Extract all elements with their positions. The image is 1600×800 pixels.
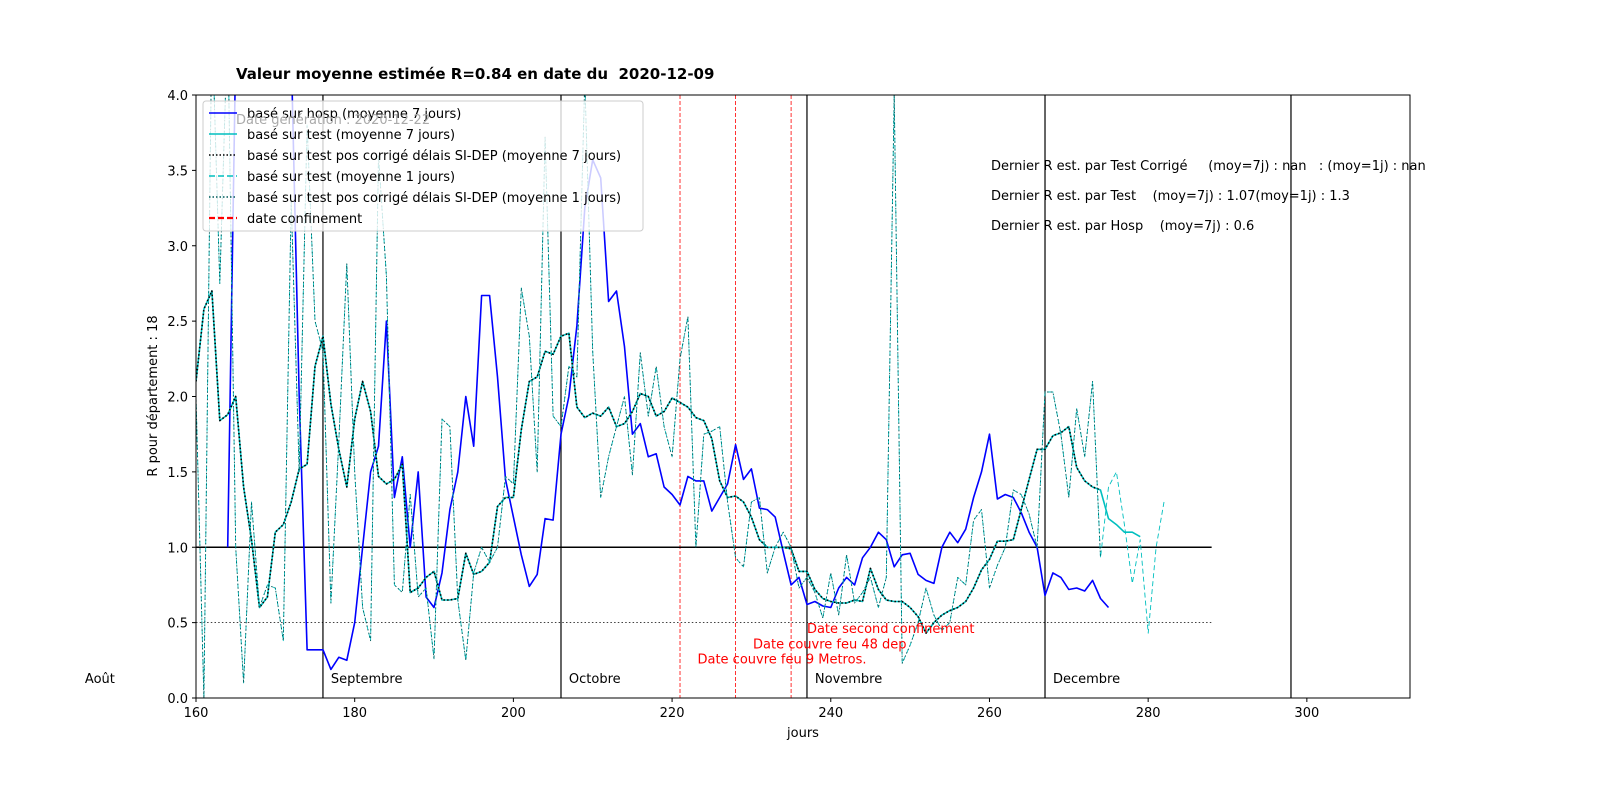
annotation: Date couvre feu 9 Metros. bbox=[697, 652, 866, 667]
x-tick-label: 180 bbox=[342, 706, 367, 721]
y-tick-label: 0.5 bbox=[167, 617, 188, 632]
month-label: Novembre bbox=[815, 672, 882, 687]
generation-date: Date génération : 2020-12-22 bbox=[236, 113, 430, 128]
y-axis-label: R pour département : 18 bbox=[146, 315, 161, 476]
annotation: Date second confinement bbox=[807, 622, 974, 637]
month-label: Septembre bbox=[331, 672, 403, 687]
note: Dernier R est. par Test (moy=7j) : 1.07(… bbox=[991, 189, 1350, 204]
y-tick-label: 2.5 bbox=[167, 315, 188, 330]
chart-title: Valeur moyenne estimée R=0.84 en date du… bbox=[236, 65, 714, 83]
x-tick-label: 160 bbox=[184, 706, 209, 721]
series-line bbox=[196, 290, 1101, 634]
note: Dernier R est. par Hosp (moy=7j) : 0.6 bbox=[991, 219, 1254, 234]
legend-label: basé sur test pos corrigé délais SI-DEP … bbox=[247, 149, 621, 164]
overlay: Août Septembre Octobre Novembre Decembre Date… bbox=[85, 100, 1426, 687]
x-tick-label: 260 bbox=[977, 706, 1002, 721]
series-line bbox=[226, 95, 1110, 671]
legend-label: basé sur test (moyenne 7 jours) bbox=[247, 128, 455, 143]
x-axis-label: jours bbox=[786, 726, 819, 741]
legend-label: basé sur test (moyenne 1 jours) bbox=[247, 170, 455, 185]
y-tick-label: 3.5 bbox=[167, 164, 188, 179]
legend-label: basé sur test pos corrigé délais SI-DEP … bbox=[247, 191, 621, 206]
month-label: Octobre bbox=[569, 672, 621, 687]
x-tick-label: 240 bbox=[818, 706, 843, 721]
x-tick-label: 300 bbox=[1294, 706, 1319, 721]
x-tick-label: 220 bbox=[660, 706, 685, 721]
legend-label: basé sur hosp (moyenne 7 jours) bbox=[247, 107, 461, 122]
y-tick-label: 1.5 bbox=[167, 466, 188, 481]
legend-box bbox=[202, 100, 644, 232]
y-tick-label: 2.0 bbox=[167, 391, 188, 406]
y-tick-label: 1.0 bbox=[167, 541, 188, 556]
y-tick-label: 0.0 bbox=[167, 692, 188, 707]
note: Dernier R est. par Test Corrigé (moy=7j)… bbox=[991, 159, 1426, 174]
legend-label: date confinement bbox=[247, 212, 362, 227]
plot-area bbox=[196, 95, 1292, 698]
annotation: Date couvre feu 48 dep bbox=[753, 637, 907, 652]
series-line bbox=[196, 95, 1101, 698]
x-tick-label: 280 bbox=[1136, 706, 1161, 721]
y-tick-label: 4.0 bbox=[167, 89, 188, 104]
y-tick-label: 3.0 bbox=[167, 240, 188, 255]
month-label: Août bbox=[85, 672, 115, 687]
month-label: Decembre bbox=[1053, 672, 1120, 687]
x-tick-label: 200 bbox=[501, 706, 526, 721]
